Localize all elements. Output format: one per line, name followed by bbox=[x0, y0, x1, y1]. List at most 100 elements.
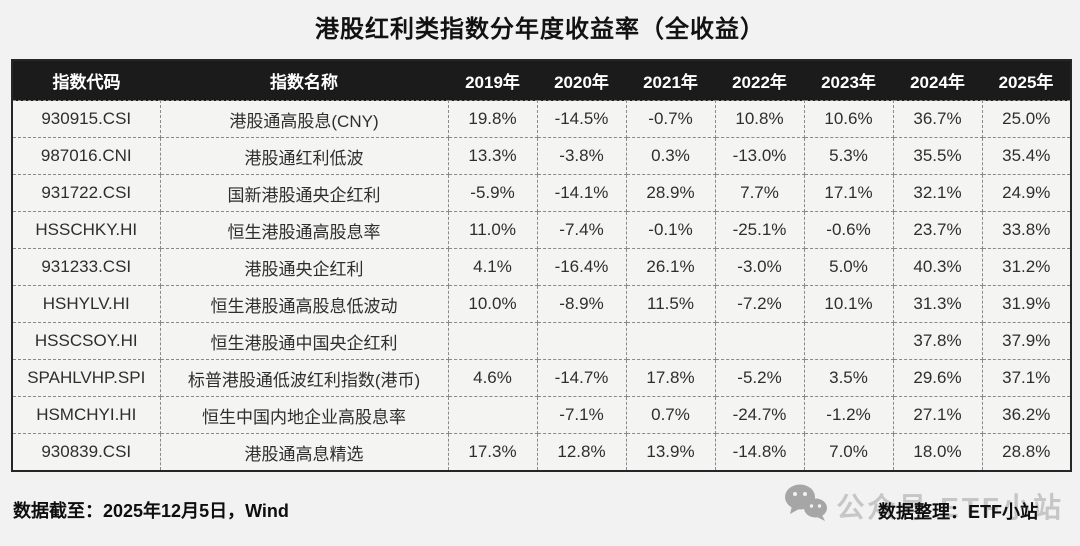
return-value-cell: 10.6% bbox=[803, 100, 894, 138]
page-title: 港股红利类指数分年度收益率（全收益） bbox=[315, 16, 765, 43]
table-header-row: 指数代码 指数名称 2019年 2020年 2021年 2022年 2023年 2024年 20… bbox=[12, 60, 1071, 101]
index-code-cell: HSSCHKY.HI bbox=[11, 211, 161, 249]
return-value-cell bbox=[803, 322, 894, 360]
return-value-cell: 31.9% bbox=[981, 285, 1072, 323]
return-value-cell: 7.0% bbox=[803, 433, 894, 472]
column-header: 2023年 bbox=[804, 60, 893, 101]
column-header: 指数名称 bbox=[160, 60, 448, 101]
return-value-cell: -3.8% bbox=[536, 137, 627, 175]
return-value-cell: 24.9% bbox=[981, 174, 1072, 212]
index-name-cell: 标普港股通低波红利指数(港币) bbox=[159, 359, 449, 397]
return-value-cell: 27.1% bbox=[892, 396, 983, 434]
return-value-cell: 26.1% bbox=[625, 248, 716, 286]
index-name-cell: 恒生港股通高股息率 bbox=[159, 211, 449, 249]
return-value-cell: 25.0% bbox=[981, 100, 1072, 138]
return-value-cell: 23.7% bbox=[892, 211, 983, 249]
return-value-cell: 33.8% bbox=[981, 211, 1072, 249]
index-code-cell: 930915.CSI bbox=[11, 100, 161, 138]
returns-table-container: 指数代码 指数名称 2019年 2020年 2021年 2022年 2023年 2024年 20… bbox=[11, 59, 1072, 472]
index-name-cell: 恒生港股通高股息低波动 bbox=[159, 285, 449, 323]
wechat-watermark: 公众号 ETF小站 bbox=[784, 483, 1064, 528]
index-code-cell: 931233.CSI bbox=[11, 248, 161, 286]
return-value-cell: 5.3% bbox=[803, 137, 894, 175]
table-row: HSSCSOY.HI 恒生港股通中国央企红利 37.8% 37.9% bbox=[11, 322, 1072, 360]
return-value-cell: -1.2% bbox=[803, 396, 894, 434]
data-credit: 数据整理：ETF小站 bbox=[878, 502, 1038, 522]
return-value-cell: 17.3% bbox=[447, 433, 538, 472]
index-name-cell: 恒生港股通中国央企红利 bbox=[159, 322, 449, 360]
return-value-cell: 32.1% bbox=[892, 174, 983, 212]
index-code-cell: HSHYLV.HI bbox=[11, 285, 161, 323]
return-value-cell: 0.7% bbox=[625, 396, 716, 434]
index-name-cell: 国新港股通央企红利 bbox=[159, 174, 449, 212]
return-value-cell: -0.6% bbox=[803, 211, 894, 249]
column-header: 指数代码 bbox=[12, 60, 160, 101]
return-value-cell: 3.5% bbox=[803, 359, 894, 397]
index-code-cell: 931722.CSI bbox=[11, 174, 161, 212]
table-row: 931722.CSI 国新港股通央企红利 -5.9% -14.1% 28.9% 7.7% 1… bbox=[11, 174, 1072, 212]
table-row: HSSCHKY.HI 恒生港股通高股息率 11.0% -7.4% -0.1% -25.1%… bbox=[11, 211, 1072, 249]
return-value-cell: -5.9% bbox=[447, 174, 538, 212]
return-value-cell: 31.2% bbox=[981, 248, 1072, 286]
return-value-cell: 10.0% bbox=[447, 285, 538, 323]
column-header: 2019年 bbox=[448, 60, 537, 101]
table-row: 930839.CSI 港股通高息精选 17.3% 12.8% 13.9% -14.8% 7.… bbox=[11, 433, 1072, 472]
return-value-cell: 31.3% bbox=[892, 285, 983, 323]
index-code-cell: HSSCSOY.HI bbox=[11, 322, 161, 360]
column-header: 2020年 bbox=[537, 60, 626, 101]
return-value-cell: -14.7% bbox=[536, 359, 627, 397]
table-row: HSMCHYI.HI 恒生中国内地企业高股息率 -7.1% 0.7% -24.7% -1.… bbox=[11, 396, 1072, 434]
return-value-cell bbox=[447, 396, 538, 434]
index-name-cell: 港股通高息精选 bbox=[159, 433, 449, 472]
table-header: 指数代码 指数名称 2019年 2020年 2021年 2022年 2023年 2024年 20… bbox=[12, 60, 1071, 101]
returns-table: 指数代码 指数名称 2019年 2020年 2021年 2022年 2023年 2024年 20… bbox=[11, 59, 1072, 472]
return-value-cell: 37.8% bbox=[892, 322, 983, 360]
return-value-cell: 40.3% bbox=[892, 248, 983, 286]
table-row: 987016.CNI 港股通红利低波 13.3% -3.8% 0.3% -13.0% 5.3… bbox=[11, 137, 1072, 175]
return-value-cell: 28.8% bbox=[981, 433, 1072, 472]
return-value-cell: -0.1% bbox=[625, 211, 716, 249]
return-value-cell: -14.1% bbox=[536, 174, 627, 212]
return-value-cell: -7.4% bbox=[536, 211, 627, 249]
return-value-cell: -25.1% bbox=[714, 211, 805, 249]
return-value-cell: 28.9% bbox=[625, 174, 716, 212]
return-value-cell: 17.8% bbox=[625, 359, 716, 397]
data-asof-note: 数据截至：2025年12月5日，Wind bbox=[13, 501, 289, 521]
index-code-cell: SPAHLVHP.SPI bbox=[11, 359, 161, 397]
index-code-cell: 930839.CSI bbox=[11, 433, 161, 472]
return-value-cell bbox=[536, 322, 627, 360]
return-value-cell: -14.5% bbox=[536, 100, 627, 138]
watermark-text: 公众号 ETF小站 bbox=[836, 491, 1064, 523]
table-row: 931233.CSI 港股通央企红利 4.1% -16.4% 26.1% -3.0% 5.0… bbox=[11, 248, 1072, 286]
index-code-cell: HSMCHYI.HI bbox=[11, 396, 161, 434]
table-row: SPAHLVHP.SPI 标普港股通低波红利指数(港币) 4.6% -14.7% 17.… bbox=[11, 359, 1072, 397]
return-value-cell: -7.1% bbox=[536, 396, 627, 434]
return-value-cell: 35.5% bbox=[892, 137, 983, 175]
return-value-cell: -16.4% bbox=[536, 248, 627, 286]
return-value-cell bbox=[625, 322, 716, 360]
return-value-cell: -8.9% bbox=[536, 285, 627, 323]
return-value-cell: 35.4% bbox=[981, 137, 1072, 175]
table-row: 930915.CSI 港股通高股息(CNY) 19.8% -14.5% -0.7% 10.… bbox=[11, 100, 1072, 138]
column-header: 2022年 bbox=[715, 60, 804, 101]
return-value-cell: -7.2% bbox=[714, 285, 805, 323]
return-value-cell: 12.8% bbox=[536, 433, 627, 472]
column-header: 2025年 bbox=[982, 60, 1071, 101]
index-name-cell: 港股通央企红利 bbox=[159, 248, 449, 286]
return-value-cell: 36.7% bbox=[892, 100, 983, 138]
return-value-cell: 18.0% bbox=[892, 433, 983, 472]
table-row: HSHYLV.HI 恒生港股通高股息低波动 10.0% -8.9% 11.5% -7.2%… bbox=[11, 285, 1072, 323]
return-value-cell: 17.1% bbox=[803, 174, 894, 212]
index-code-cell: 987016.CNI bbox=[11, 137, 161, 175]
return-value-cell: 4.1% bbox=[447, 248, 538, 286]
index-name-cell: 港股通高股息(CNY) bbox=[159, 100, 449, 138]
return-value-cell: 10.8% bbox=[714, 100, 805, 138]
return-value-cell bbox=[447, 322, 538, 360]
return-value-cell: 5.0% bbox=[803, 248, 894, 286]
return-value-cell: 10.1% bbox=[803, 285, 894, 323]
column-header: 2021年 bbox=[626, 60, 715, 101]
return-value-cell: -0.7% bbox=[625, 100, 716, 138]
return-value-cell: 36.2% bbox=[981, 396, 1072, 434]
wechat-icon bbox=[784, 483, 828, 528]
